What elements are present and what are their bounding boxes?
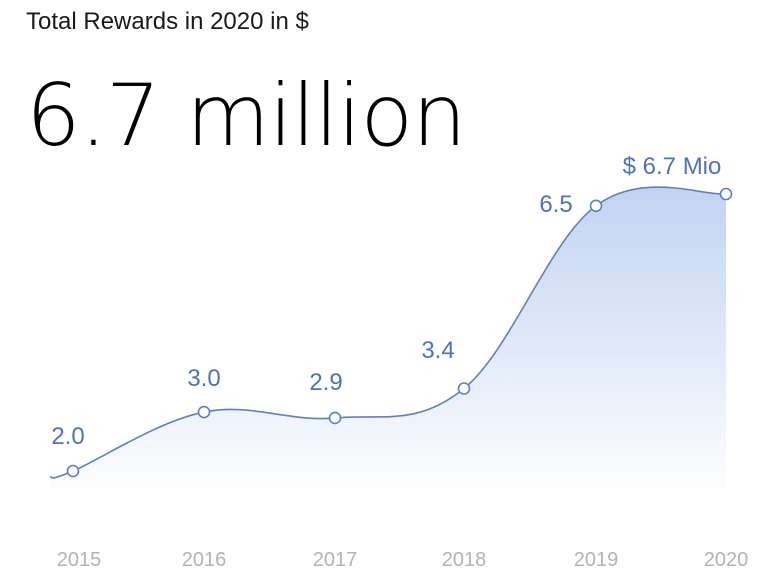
data-label-2018: 3.4 [421, 337, 454, 364]
x-tick-2017: 2017 [313, 549, 358, 571]
data-point-2017[interactable] [328, 411, 342, 425]
data-point-2019[interactable] [589, 199, 603, 213]
data-label-2019: 6.5 [539, 191, 572, 218]
x-tick-2016: 2016 [182, 549, 227, 571]
data-point-2018[interactable] [457, 382, 471, 395]
data-label-2016: 3.0 [187, 365, 220, 392]
data-point-2016[interactable] [197, 405, 211, 419]
x-tick-2020: 2020 [704, 549, 749, 571]
x-tick-2019: 2019 [574, 549, 619, 571]
data-label-2017: 2.9 [309, 369, 342, 396]
x-tick-2018: 2018 [442, 549, 487, 571]
data-point-2020[interactable] [719, 187, 733, 201]
x-tick-2015: 2015 [57, 549, 102, 571]
data-label-2020: $ 6.7 Mio [623, 153, 722, 180]
area-fill [50, 187, 726, 500]
headline-value: 6.7 million [26, 66, 467, 166]
data-point-2015[interactable] [66, 464, 80, 478]
data-label-2015: 2.0 [51, 423, 84, 450]
chart-subtitle: Total Rewards in 2020 in $ [26, 8, 309, 35]
